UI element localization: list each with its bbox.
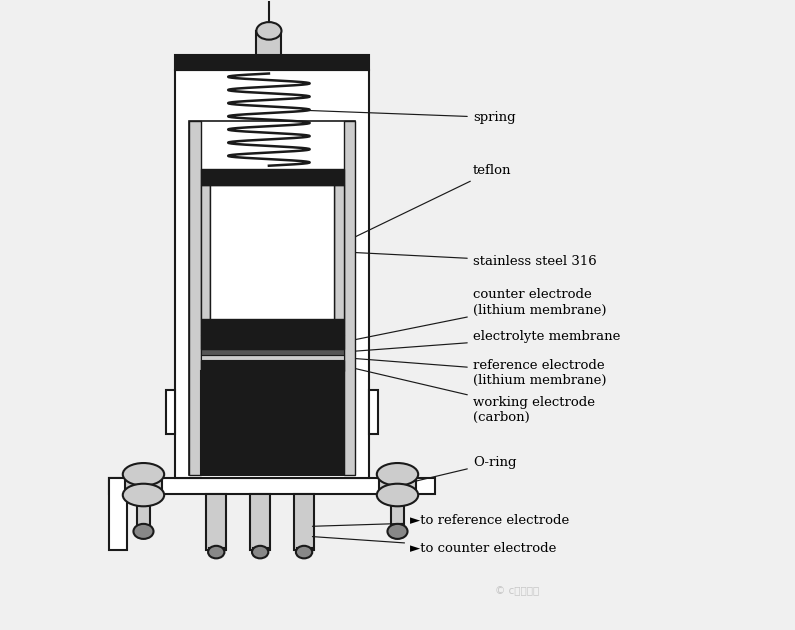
Bar [294,494,314,550]
Text: teflon: teflon [351,164,511,239]
Bar [297,548,312,553]
Bar [109,478,126,550]
Ellipse shape [256,22,281,40]
Bar [343,120,355,475]
Bar [334,185,343,319]
Bar [256,31,281,55]
Bar [200,372,343,475]
Text: ►to counter electrode: ►to counter electrode [312,537,556,555]
Text: ►to reference electrode: ►to reference electrode [312,514,569,527]
Bar [206,494,227,550]
Ellipse shape [377,463,418,486]
Bar [209,548,223,553]
Bar [200,169,343,185]
Bar [175,55,369,71]
Bar [210,185,334,319]
Text: ►to working electrode: ►to working electrode [0,629,1,630]
Bar [166,390,175,434]
Text: spring: spring [304,110,515,124]
Ellipse shape [387,524,408,539]
Text: O-ring: O-ring [398,456,516,485]
Bar [200,335,343,349]
Ellipse shape [208,546,224,558]
Text: reference electrode
(lithium membrane): reference electrode (lithium membrane) [347,358,607,387]
Bar [253,548,268,553]
Bar [200,355,343,360]
Ellipse shape [252,546,268,558]
Bar [200,319,343,335]
Bar [250,494,270,550]
Bar [138,493,149,530]
Bar [369,390,378,434]
Bar [109,478,435,494]
Bar [200,349,343,355]
Text: stainless steel 316: stainless steel 316 [347,252,596,268]
Bar [175,71,369,478]
Bar [189,120,355,475]
Text: working electrode
(carbon): working electrode (carbon) [347,367,595,425]
Text: electrolyte membrane: electrolyte membrane [347,331,620,352]
Bar [378,478,417,494]
Ellipse shape [134,524,153,539]
Bar [391,493,404,530]
Bar [125,478,162,494]
Bar [200,360,343,372]
Text: counter electrode
(lithium membrane): counter electrode (lithium membrane) [347,289,607,341]
Ellipse shape [296,546,312,558]
Ellipse shape [122,484,165,507]
Bar [189,120,200,475]
Bar [200,185,210,319]
Ellipse shape [122,463,165,486]
Text: © c建电配站: © c建电配站 [494,586,539,596]
Ellipse shape [377,484,418,507]
